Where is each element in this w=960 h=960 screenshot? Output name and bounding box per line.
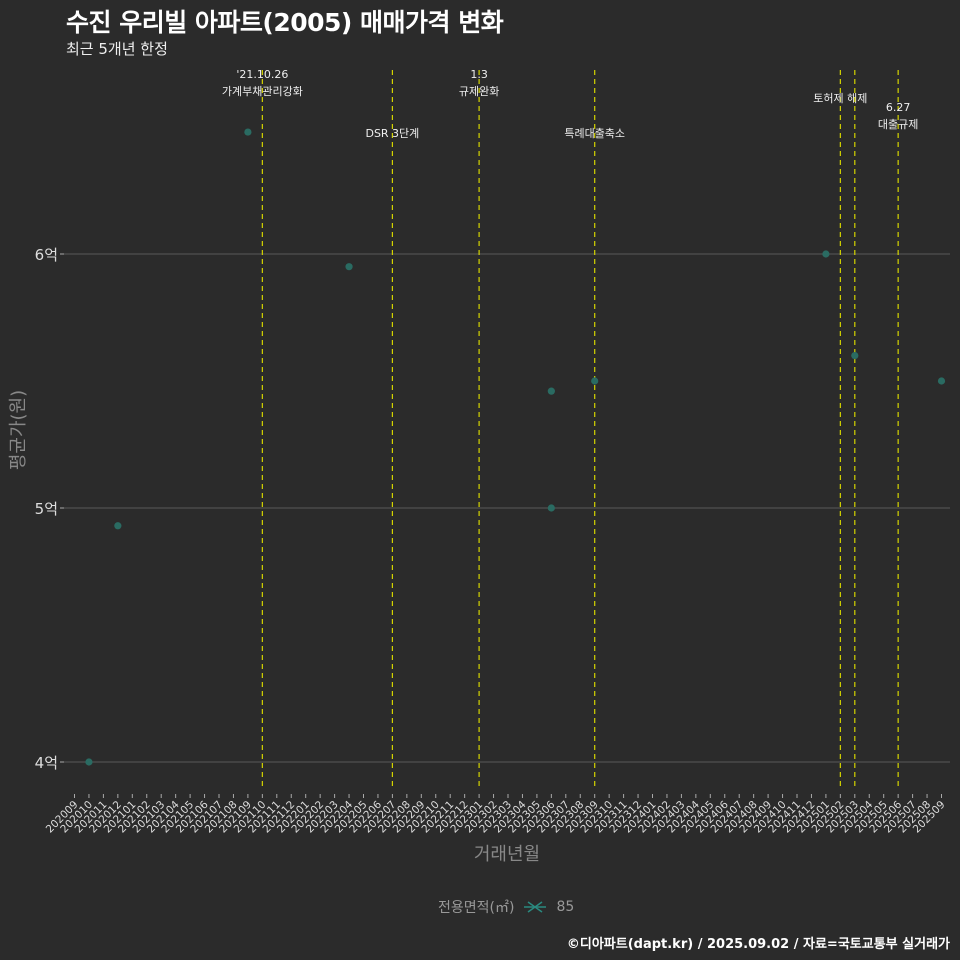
- data-point: [114, 522, 122, 530]
- data-point: [851, 352, 859, 360]
- chart-title: 수진 우리빌 아파트(2005) 매매가격 변화: [66, 8, 504, 37]
- legend-entry-85: 85: [556, 899, 575, 915]
- event-label: '21.10.26: [236, 68, 288, 81]
- data-point: [547, 504, 555, 512]
- data-point: [591, 377, 599, 385]
- y-tick-label: 6억: [35, 246, 58, 264]
- event-label: 6.27: [886, 101, 911, 114]
- event-label: 1.3: [470, 68, 488, 81]
- data-point: [547, 387, 555, 395]
- event-label: 특례대출축소: [564, 127, 625, 140]
- chart-subtitle: 최근 5개년 한정: [66, 40, 168, 58]
- legend-title: 전용면적(㎡): [438, 900, 515, 916]
- source-caption: ©디아파트(dapt.kr) / 2025.09.02 / 자료=국토교통부 실…: [566, 937, 950, 952]
- data-point: [85, 758, 93, 766]
- y-tick-label: 5억: [35, 500, 58, 518]
- x-axis-title: 거래년월: [474, 844, 540, 865]
- data-point: [244, 128, 252, 136]
- data-point: [937, 377, 946, 385]
- event-label: 대출규제: [878, 118, 918, 131]
- y-tick-label: 4억: [35, 754, 58, 772]
- legend: 전용면적(㎡) 85: [438, 897, 574, 917]
- event-label: 규제완화: [459, 85, 499, 98]
- event-label: DSR 3단계: [365, 127, 419, 140]
- data-point: [345, 263, 353, 271]
- data-point: [822, 250, 830, 258]
- event-label: 토허제 해제: [813, 91, 867, 105]
- legend-key-icon: [522, 899, 548, 915]
- y-axis-title: 평균가(원): [8, 390, 29, 470]
- event-label: 가계부채관리강화: [222, 85, 303, 98]
